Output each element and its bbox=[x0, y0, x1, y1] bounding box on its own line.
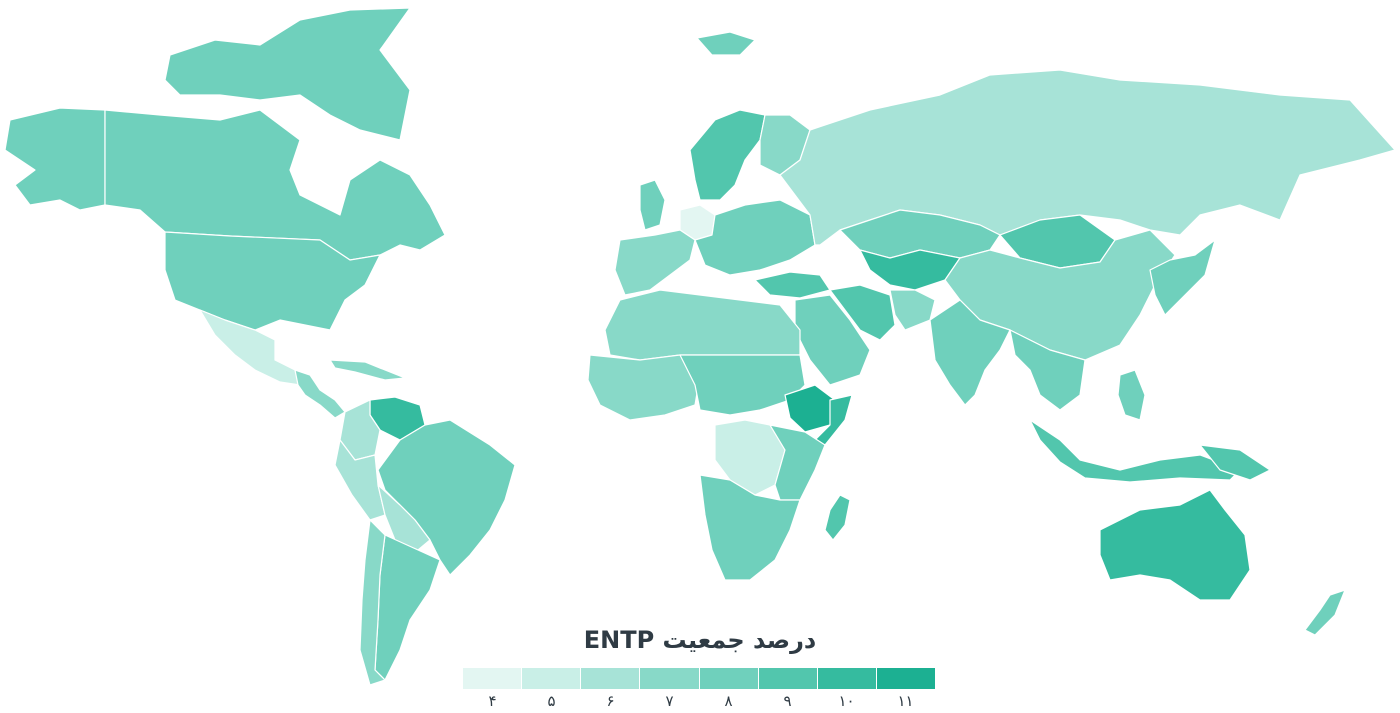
legend-swatch bbox=[640, 668, 699, 689]
region-ethiopia bbox=[784, 384, 836, 433]
legend-label: ۱۱ bbox=[897, 692, 914, 710]
legend-color-scale bbox=[463, 668, 935, 689]
region-australia bbox=[1099, 489, 1251, 601]
region-eastern-europe bbox=[694, 199, 816, 276]
legend-label: ۶ bbox=[606, 692, 615, 710]
legend-swatch bbox=[758, 668, 817, 689]
region-southeast-asia bbox=[1009, 329, 1086, 411]
region-usa bbox=[164, 231, 381, 331]
legend-swatch bbox=[522, 668, 581, 689]
region-philippines bbox=[1117, 369, 1146, 421]
region-papua bbox=[1199, 444, 1271, 481]
region-bolivia bbox=[377, 484, 431, 551]
region-central-america bbox=[294, 369, 346, 419]
legend-swatch bbox=[581, 668, 640, 689]
region-western-europe bbox=[614, 229, 696, 296]
region-scandinavia bbox=[689, 109, 766, 201]
legend-swatch bbox=[699, 668, 758, 689]
region-iceland bbox=[696, 31, 756, 56]
region-chile bbox=[359, 519, 386, 686]
legend-label: ۴ bbox=[488, 692, 497, 710]
region-caribbean bbox=[329, 359, 406, 381]
legend-swatch bbox=[876, 668, 935, 689]
region-canada-arctic bbox=[164, 7, 411, 141]
region-korea-japan bbox=[1149, 239, 1216, 316]
region-sahel bbox=[679, 354, 806, 416]
legend-swatch bbox=[817, 668, 876, 689]
region-southern-africa bbox=[699, 474, 801, 581]
region-west-africa bbox=[587, 354, 701, 421]
legend-title: درصد جمعیت ENTP bbox=[583, 626, 817, 654]
legend-labels: ۴ ۵ ۶ ۷ ۸ ۹ ۱۰ ۱۱ bbox=[463, 692, 935, 712]
region-afghanistan bbox=[889, 289, 936, 331]
region-north-africa bbox=[604, 289, 801, 361]
region-uk bbox=[639, 179, 666, 231]
region-india bbox=[929, 299, 1011, 406]
region-madagascar bbox=[824, 494, 851, 541]
legend-swatch bbox=[463, 668, 522, 689]
legend-label: ۹ bbox=[783, 692, 792, 710]
region-argentina bbox=[374, 534, 441, 681]
region-central-asia bbox=[859, 249, 961, 291]
legend-label: ۱۰ bbox=[838, 692, 855, 710]
region-new-zealand bbox=[1304, 589, 1346, 636]
region-iran bbox=[829, 284, 896, 341]
region-alaska bbox=[4, 107, 106, 211]
legend-label: ۸ bbox=[724, 692, 733, 710]
region-turkey bbox=[754, 271, 831, 299]
legend-label: ۵ bbox=[547, 692, 556, 710]
legend-label: ۷ bbox=[665, 692, 674, 710]
